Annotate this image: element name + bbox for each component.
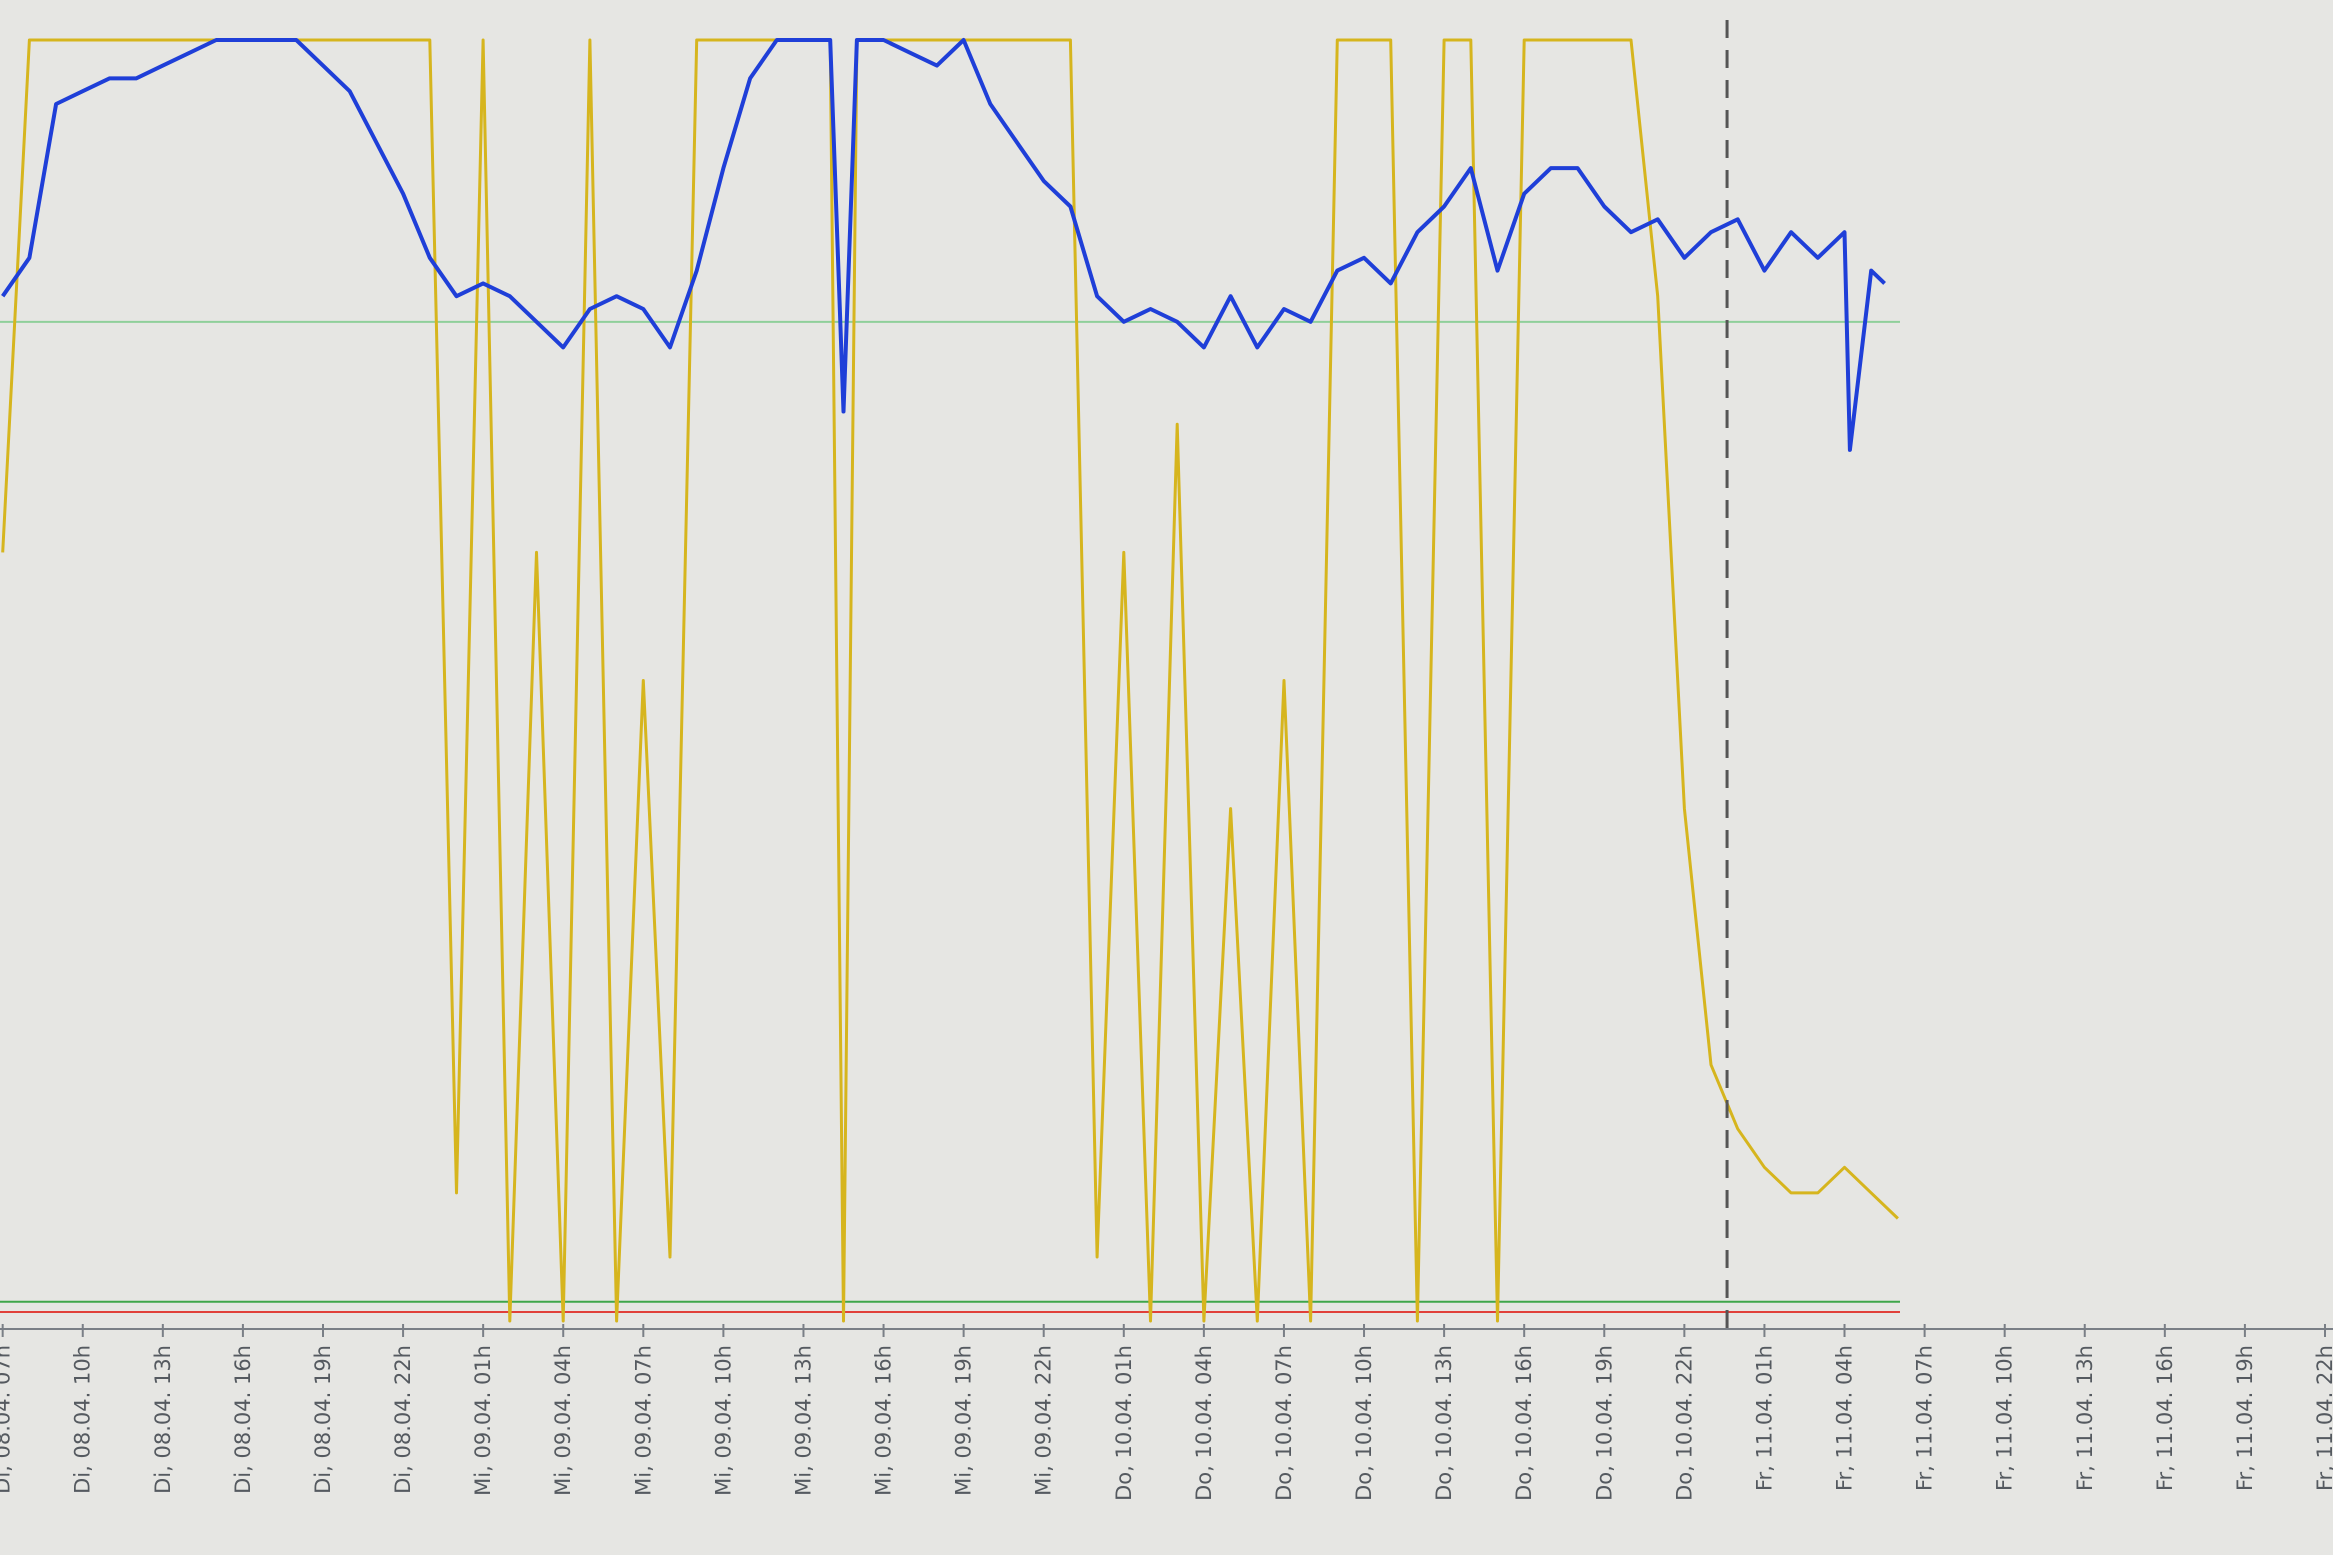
x-tick-label: Di, 08.04. 22h <box>391 1345 415 1494</box>
x-tick-label: Fr, 11.04. 19h <box>2233 1345 2257 1491</box>
x-tick-label: Fr, 11.04. 22h <box>2313 1345 2333 1491</box>
x-tick-label: Mi, 09.04. 16h <box>872 1345 896 1496</box>
series-line <box>1 38 1899 1323</box>
x-tick-label: Mi, 09.04. 22h <box>1032 1345 1056 1496</box>
x-tick-label: Do, 10.04. 04h <box>1192 1345 1216 1501</box>
x-tick-label: Mi, 09.04. 04h <box>551 1345 575 1496</box>
series-line <box>1 38 1886 452</box>
x-tick-label: Mi, 09.04. 07h <box>631 1345 655 1496</box>
x-tick-label: Fr, 11.04. 01h <box>1752 1345 1776 1491</box>
x-tick-label: Do, 10.04. 22h <box>1672 1345 1696 1501</box>
x-tick-label: Di, 08.04. 13h <box>151 1345 175 1494</box>
x-tick-label: Fr, 11.04. 04h <box>1833 1345 1857 1491</box>
x-tick-label: Mi, 09.04. 01h <box>471 1345 495 1496</box>
x-tick-label: Mi, 09.04. 10h <box>711 1345 735 1496</box>
x-tick-label: Mi, 09.04. 19h <box>952 1345 976 1496</box>
x-tick-label: Di, 08.04. 16h <box>231 1345 255 1494</box>
x-tick-label: Fr, 11.04. 07h <box>1913 1345 1937 1491</box>
x-tick-label: Do, 10.04. 13h <box>1432 1345 1456 1501</box>
x-tick-label: Di, 08.04. 10h <box>71 1345 95 1494</box>
x-tick-label: Do, 10.04. 10h <box>1352 1345 1376 1501</box>
x-tick-label: Do, 10.04. 01h <box>1112 1345 1136 1501</box>
x-tick-label: Do, 10.04. 16h <box>1512 1345 1536 1501</box>
x-tick-label: Di, 08.04. 07h <box>0 1345 15 1494</box>
x-tick-label: Di, 08.04. 19h <box>311 1345 335 1494</box>
x-tick-label: Do, 10.04. 07h <box>1272 1345 1296 1501</box>
x-tick-label: Do, 10.04. 19h <box>1592 1345 1616 1501</box>
x-tick-label: Fr, 11.04. 16h <box>2153 1345 2177 1491</box>
x-tick-label: Fr, 11.04. 10h <box>1993 1345 2017 1491</box>
x-tick-label: Mi, 09.04. 13h <box>791 1345 815 1496</box>
x-tick-label: Fr, 11.04. 13h <box>2073 1345 2097 1491</box>
